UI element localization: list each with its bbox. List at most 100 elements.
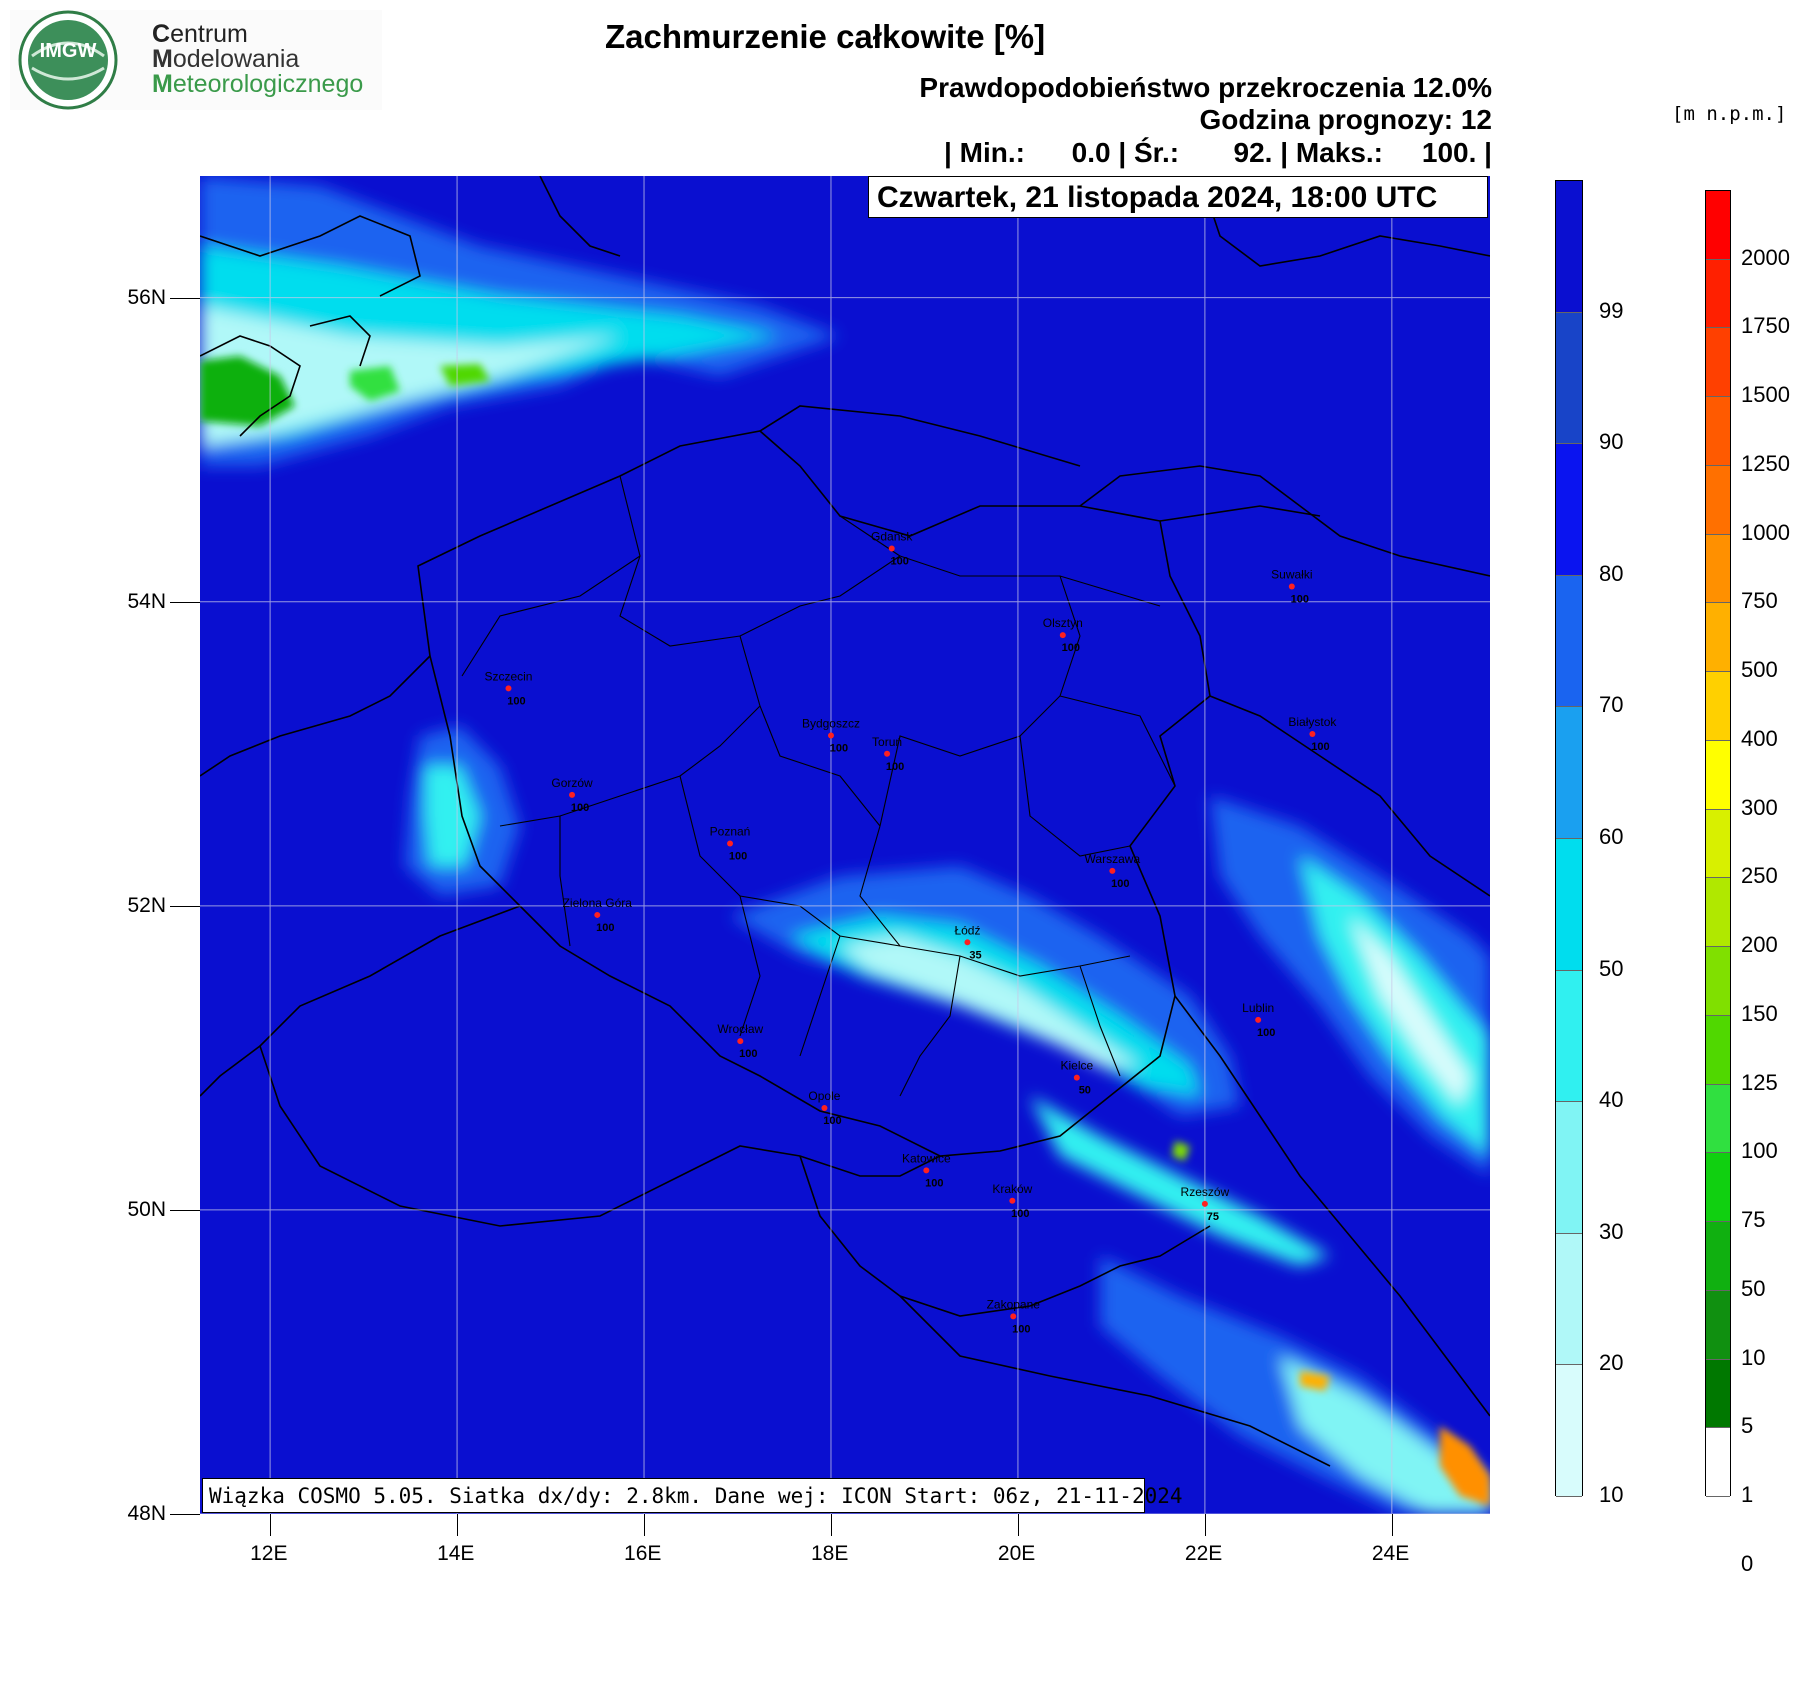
elevation-legend-label: 1750 [1741, 313, 1790, 339]
elevation-colorbar-segment [1706, 259, 1730, 329]
city-name: Katowice [902, 1151, 951, 1165]
city-markers: Gdańsk 100 Suwałki 100 Olsztyn 100 Szczecin 100… [484, 530, 1337, 1336]
city-name: Opole [808, 1089, 840, 1103]
city-dot [1109, 867, 1116, 874]
cloud-legend-label: 20 [1599, 1350, 1624, 1376]
elevation-colorbar-segment [1706, 1153, 1730, 1223]
city-dot [1009, 1197, 1016, 1204]
city-dot [594, 911, 601, 918]
longitude-tick [1391, 1514, 1393, 1536]
cloud-colorbar [1555, 180, 1583, 1497]
longitude-tick-label: 12E [250, 1542, 288, 1565]
city-value: 100 [823, 1115, 841, 1127]
city-marker: Opole 100 [808, 1089, 841, 1127]
cloud-colorbar-segment [1556, 312, 1582, 445]
city-marker: Białystok 100 [1288, 715, 1337, 753]
elevation-colorbar-segment [1706, 1290, 1730, 1360]
longitude-tick [830, 1514, 832, 1536]
cloud-legend-label: 70 [1599, 692, 1624, 718]
city-dot [569, 791, 576, 798]
elevation-legend-label: 1250 [1741, 450, 1790, 476]
elevation-colorbar-segment [1706, 1015, 1730, 1085]
city-name: Olsztyn [1043, 616, 1083, 630]
latitude-tick-label: 54N [127, 589, 166, 613]
city-dot [1309, 731, 1316, 738]
city-name: Gdańsk [871, 530, 913, 544]
elevation-legend-label: 100 [1741, 1138, 1778, 1164]
city-name: Suwałki [1271, 568, 1312, 582]
city-dot [884, 750, 891, 757]
longitude-tick [457, 1514, 459, 1536]
longitude-tick-label: 14E [437, 1542, 475, 1565]
elevation-legend-label: 200 [1741, 932, 1778, 958]
elevation-legend-label: 250 [1741, 863, 1778, 889]
city-name: Zielona Góra [563, 896, 633, 910]
imgw-logo: IMGW Centrum Modelowania Meteorologiczne… [10, 10, 382, 110]
elevation-colorbar [1705, 190, 1731, 1497]
longitude-tick [644, 1514, 646, 1536]
city-name: Rzeszów [1181, 1185, 1230, 1199]
city-value: 100 [729, 850, 747, 862]
elevation-legend-label: 0 [1741, 1550, 1754, 1576]
city-marker: Zakopane 100 [987, 1297, 1041, 1335]
longitude-tick-label: 20E [997, 1542, 1036, 1565]
city-dot [1073, 1074, 1080, 1081]
elevation-colorbar-segment [1706, 947, 1730, 1016]
city-dot [1059, 632, 1066, 639]
latitude-tick [170, 1514, 200, 1515]
elevation-legend-label: 5 [1741, 1413, 1754, 1439]
elevation-legend-label: 75 [1741, 1207, 1766, 1233]
elevation-colorbar-segment [1706, 191, 1730, 260]
cloud-legend-label: 90 [1599, 429, 1624, 455]
elevation-legend-label: 10 [1741, 1344, 1766, 1370]
stats-line: | Min.: 0.0 | Śr.: 92. | Maks.: 100. | [944, 137, 1492, 168]
city-marker: Olsztyn 100 [1043, 616, 1083, 654]
city-dot [821, 1105, 828, 1112]
elevation-colorbar-segment [1706, 465, 1730, 535]
city-marker: Wrocław 100 [717, 1022, 763, 1060]
city-dot [827, 732, 834, 739]
city-marker: Kraków 100 [992, 1182, 1032, 1220]
cloud-legend-label: 60 [1599, 824, 1624, 849]
svg-text:IMGW: IMGW [40, 40, 97, 62]
latitude-tick [170, 601, 200, 603]
city-value: 100 [925, 1177, 943, 1189]
city-value: 100 [1012, 1323, 1030, 1335]
cloud-colorbar-segment [1556, 575, 1582, 708]
elevation-colorbar-segment [1706, 672, 1730, 741]
city-marker: Zielona Góra 100 [563, 896, 633, 934]
longitude-tick [1204, 1514, 1206, 1536]
cloud-legend-label: 10 [1599, 1482, 1624, 1507]
elevation-legend-label: 1500 [1741, 382, 1790, 408]
city-name: Białystok [1288, 715, 1337, 729]
elevation-colorbar-segment [1706, 1428, 1730, 1497]
city-dot [737, 1038, 744, 1045]
city-value: 35 [969, 949, 981, 961]
latitude-tick [170, 905, 200, 907]
cloud-colorbar-segment [1556, 1102, 1582, 1234]
elevation-legend-label: 50 [1741, 1275, 1766, 1301]
city-marker: Rzeszów 75 [1181, 1185, 1230, 1223]
city-marker: Gdańsk 100 [871, 530, 913, 568]
elevation-legend-label: 500 [1741, 657, 1778, 683]
cloud-colorbar-segment [1556, 444, 1582, 576]
city-name: Kraków [992, 1182, 1032, 1196]
city-name: Zakopane [987, 1297, 1041, 1311]
elevation-legend-label: 1 [1741, 1482, 1754, 1507]
city-value: 100 [1062, 642, 1080, 654]
elevation-colorbar-segment [1706, 1359, 1730, 1429]
elevation-colorbar-segment [1706, 809, 1730, 879]
elevation-unit-label: [m n.p.m.] [1672, 103, 1787, 125]
graticule [200, 176, 1490, 1514]
city-marker: Bydgoszcz 100 [802, 717, 860, 755]
longitude-tick-label: 22E [1184, 1542, 1223, 1565]
city-dot [923, 1167, 930, 1174]
elevation-legend-label: 125 [1741, 1069, 1778, 1095]
city-value: 100 [1257, 1027, 1275, 1039]
elevation-colorbar-segment [1706, 328, 1730, 398]
city-marker: Szczecin 100 [484, 669, 532, 707]
voivodeship-borders [461, 475, 1176, 1097]
imgw-seal-icon: IMGW [18, 10, 118, 110]
city-name: Lublin [1242, 1001, 1274, 1015]
longitude-tick [270, 1514, 272, 1536]
